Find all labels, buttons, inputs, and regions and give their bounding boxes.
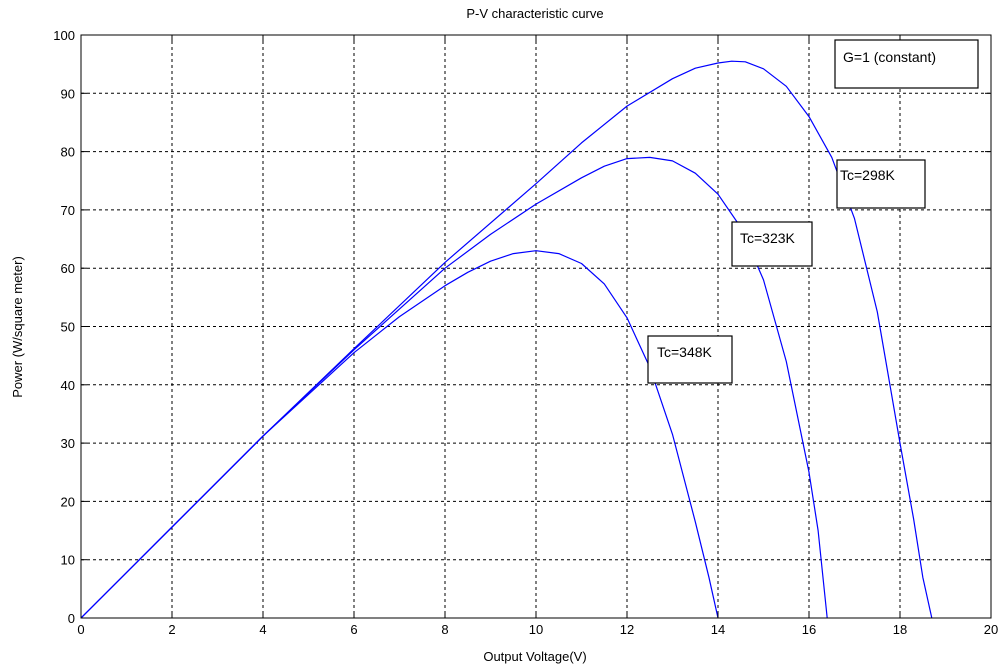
plot-area-frame — [80, 34, 992, 619]
x-tick-label: 4 — [259, 622, 266, 637]
grid-lines — [81, 35, 991, 618]
annotation-tc-298: Tc=298K — [836, 159, 926, 209]
annotation-box — [731, 221, 813, 267]
annotation-text: Tc=298K — [840, 167, 896, 183]
x-tick-label: 2 — [168, 622, 175, 637]
annotation-text: Tc=348K — [657, 344, 713, 360]
x-tick-label: 20 — [984, 622, 998, 637]
annotation-text: Tc=323K — [740, 230, 796, 246]
x-tick-label: 16 — [802, 622, 816, 637]
axis-ticks — [80, 34, 992, 619]
annotation-box — [647, 335, 733, 384]
chart-title: P-V characteristic curve — [466, 6, 603, 21]
x-tick-label: 12 — [620, 622, 634, 637]
x-tick-label: 18 — [893, 622, 907, 637]
y-axis-label: Power (W/square meter) — [10, 256, 25, 398]
tick-labels: 0 2 4 6 8 10 12 14 16 18 20 0 10 20 30 40 50 60 70 80 90 100 — [53, 28, 998, 637]
x-tick-label: 6 — [350, 622, 357, 637]
x-tick-label: 8 — [441, 622, 448, 637]
annotation-box — [836, 159, 926, 209]
y-tick-label: 50 — [61, 320, 75, 335]
series-line-2 — [80, 156, 828, 619]
y-tick-label: 70 — [61, 203, 75, 218]
series-lines — [80, 60, 933, 619]
x-axis-label: Output Voltage(V) — [483, 649, 586, 664]
y-tick-label: 0 — [68, 611, 75, 626]
y-tick-label: 90 — [61, 86, 75, 101]
y-tick-label: 80 — [61, 145, 75, 160]
annotation-tc-348: Tc=348K — [647, 335, 733, 384]
y-tick-label: 20 — [61, 494, 75, 509]
annotation-text: G=1 (constant) — [843, 49, 936, 65]
annotation-box — [834, 39, 979, 89]
y-tick-label: 40 — [61, 378, 75, 393]
series-line-3 — [80, 250, 719, 619]
annotation-tc-323: Tc=323K — [731, 221, 813, 267]
y-tick-label: 100 — [53, 28, 75, 43]
x-tick-label: 14 — [711, 622, 725, 637]
series-line-1 — [80, 60, 933, 619]
x-tick-label: 0 — [77, 622, 84, 637]
y-tick-label: 60 — [61, 261, 75, 276]
y-tick-label: 10 — [61, 553, 75, 568]
x-tick-label: 10 — [529, 622, 543, 637]
y-tick-label: 30 — [61, 436, 75, 451]
annotation-irradiance: G=1 (constant) — [834, 39, 979, 89]
